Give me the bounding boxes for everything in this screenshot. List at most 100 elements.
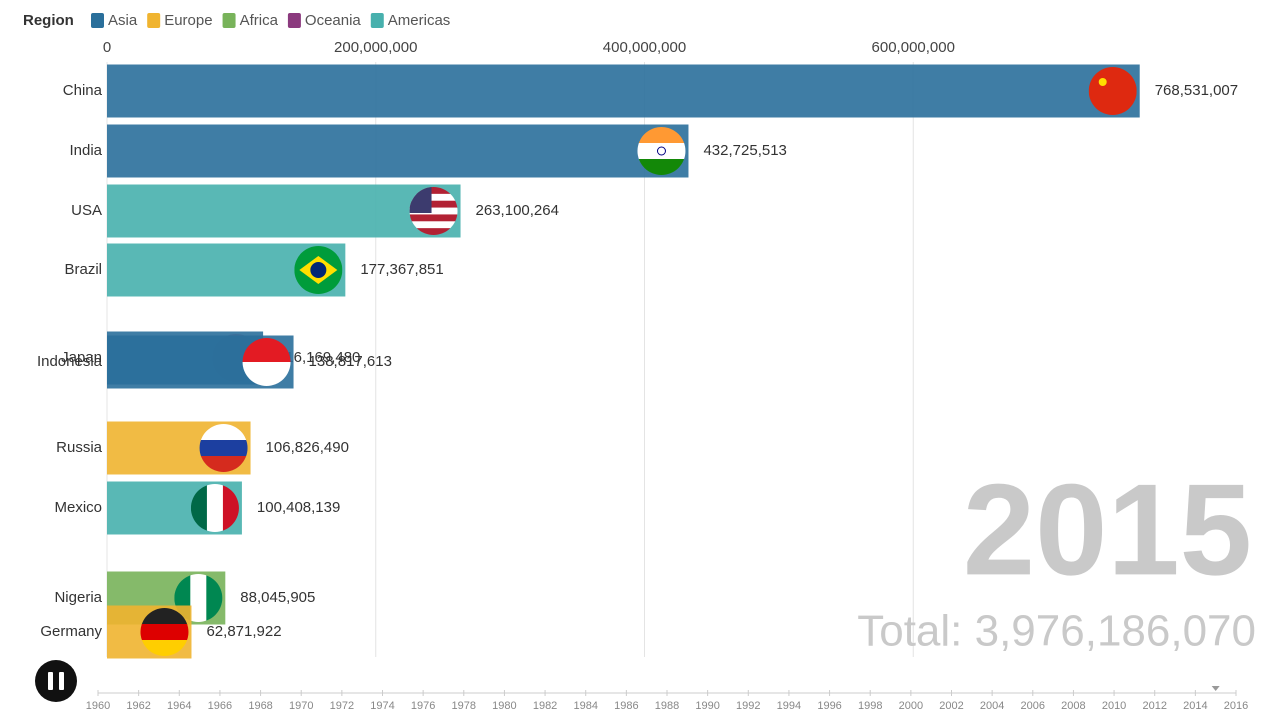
legend-item[interactable]: Asia bbox=[91, 12, 138, 29]
flag bbox=[199, 424, 248, 472]
timeline-label: 2016 bbox=[1224, 700, 1248, 712]
play-button[interactable] bbox=[35, 660, 77, 702]
timeline-label: 1962 bbox=[126, 700, 150, 712]
value-label: 177,367,851 bbox=[360, 261, 443, 278]
flag-detail bbox=[310, 262, 327, 278]
value-label: 768,531,007 bbox=[1155, 82, 1238, 99]
timeline-label: 1990 bbox=[695, 700, 719, 712]
value-label: 100,408,139 bbox=[257, 499, 340, 516]
timeline-label: 1976 bbox=[411, 700, 435, 712]
flag-stripe bbox=[637, 127, 686, 144]
flag-stripe bbox=[637, 159, 686, 175]
flag-stripe bbox=[206, 484, 224, 532]
value-label: 432,725,513 bbox=[703, 142, 786, 159]
flag bbox=[409, 187, 458, 235]
timeline-label: 1994 bbox=[777, 700, 801, 712]
category-label: Japan bbox=[61, 349, 102, 366]
year-label: 2015 bbox=[963, 456, 1252, 602]
legend-swatch bbox=[370, 13, 384, 28]
x-tick-label: 200,000,000 bbox=[334, 39, 417, 56]
timeline-label: 1970 bbox=[289, 700, 313, 712]
legend-label: Americas bbox=[388, 12, 451, 29]
timeline-label: 1964 bbox=[167, 700, 191, 712]
flag-stripe bbox=[409, 214, 458, 222]
timeline-label: 1982 bbox=[533, 700, 557, 712]
flag bbox=[190, 484, 239, 532]
flag-stripe bbox=[140, 624, 189, 641]
timeline-label: 1968 bbox=[248, 700, 272, 712]
bar bbox=[107, 184, 461, 238]
timeline-label: 1984 bbox=[573, 700, 597, 712]
pause-bar bbox=[59, 672, 64, 690]
timeline-label: 1992 bbox=[736, 700, 760, 712]
timeline-label: 2012 bbox=[1142, 700, 1166, 712]
flag-detail bbox=[1098, 78, 1107, 86]
timeline-label: 1998 bbox=[858, 700, 882, 712]
x-tick-label: 0 bbox=[103, 39, 111, 56]
category-label: Mexico bbox=[54, 499, 102, 516]
timeline-label: 1986 bbox=[614, 700, 638, 712]
timeline-label: 2014 bbox=[1183, 700, 1207, 712]
timeline[interactable]: 1960 1962 1964 1966 1968 1970 1972 1974 1976 1978… bbox=[86, 686, 1248, 712]
flag-stripe bbox=[409, 221, 458, 229]
timeline-label: 1996 bbox=[817, 700, 841, 712]
timeline-label: 1974 bbox=[370, 700, 394, 712]
bar bbox=[107, 64, 1140, 118]
timeline-label: 1960 bbox=[86, 700, 110, 712]
legend-item[interactable]: Americas bbox=[370, 12, 451, 29]
timeline-label: 2006 bbox=[1021, 700, 1045, 712]
timeline-label: 1966 bbox=[208, 700, 232, 712]
legend: Region Asia Europe Africa Oceania Americas bbox=[23, 12, 450, 29]
category-label: Germany bbox=[40, 623, 102, 640]
total-label: Total: 3,976,186,070 bbox=[857, 607, 1256, 656]
flag-stripe bbox=[190, 574, 207, 622]
legend-item[interactable]: Europe bbox=[147, 12, 213, 29]
flag-stripe bbox=[222, 484, 239, 532]
category-label: USA bbox=[71, 202, 102, 219]
legend-title: Region bbox=[23, 12, 74, 29]
timeline-label: 2000 bbox=[899, 700, 923, 712]
timeline-label: 1980 bbox=[492, 700, 516, 712]
legend-item[interactable]: Oceania bbox=[287, 12, 362, 29]
value-label: 106,826,490 bbox=[266, 439, 349, 456]
legend-label: Europe bbox=[164, 12, 212, 29]
flag-stripe bbox=[199, 456, 248, 472]
timeline-label: 2010 bbox=[1102, 700, 1126, 712]
flag-detail bbox=[656, 146, 666, 156]
bars: China 768,531,007 India 432,725,513 USA 263,1… bbox=[37, 64, 1238, 659]
timeline-label: 1978 bbox=[452, 700, 476, 712]
flag-stripe bbox=[199, 440, 248, 457]
category-label: Indonesia bbox=[37, 353, 103, 370]
timeline-label: 1972 bbox=[330, 700, 354, 712]
flag bbox=[637, 127, 686, 175]
timeline-marker bbox=[1211, 686, 1220, 691]
flag-stripe bbox=[409, 187, 458, 195]
flag bbox=[294, 246, 343, 294]
legend-swatch bbox=[222, 13, 236, 28]
flag bbox=[1088, 67, 1137, 115]
legend-label: Oceania bbox=[305, 12, 362, 29]
legend-label: Asia bbox=[108, 12, 138, 29]
flag-stripe bbox=[1088, 67, 1137, 115]
category-label: India bbox=[69, 142, 102, 159]
flag-stripe bbox=[199, 424, 248, 441]
category-label: Brazil bbox=[64, 261, 102, 278]
grid: 0 200,000,000 400,000,000 600,000,000 bbox=[103, 39, 955, 657]
timeline-label: 1988 bbox=[655, 700, 679, 712]
timeline-label: 2008 bbox=[1061, 700, 1085, 712]
legend-swatch bbox=[91, 13, 104, 28]
value-label: 138,817,613 bbox=[309, 353, 392, 370]
flag-stripe bbox=[409, 207, 458, 215]
value-label: 116,169,480 bbox=[278, 349, 360, 366]
flag-stripe bbox=[409, 193, 458, 202]
flag-stripe bbox=[637, 143, 686, 160]
legend-item[interactable]: Africa bbox=[222, 12, 279, 29]
play-button-bg[interactable] bbox=[35, 660, 77, 702]
bar bbox=[107, 124, 689, 178]
legend-swatch bbox=[147, 13, 161, 28]
value-label: 263,100,264 bbox=[476, 202, 559, 219]
flag bbox=[140, 608, 189, 656]
value-label: 62,871,922 bbox=[206, 623, 281, 640]
x-tick-label: 400,000,000 bbox=[603, 39, 686, 56]
